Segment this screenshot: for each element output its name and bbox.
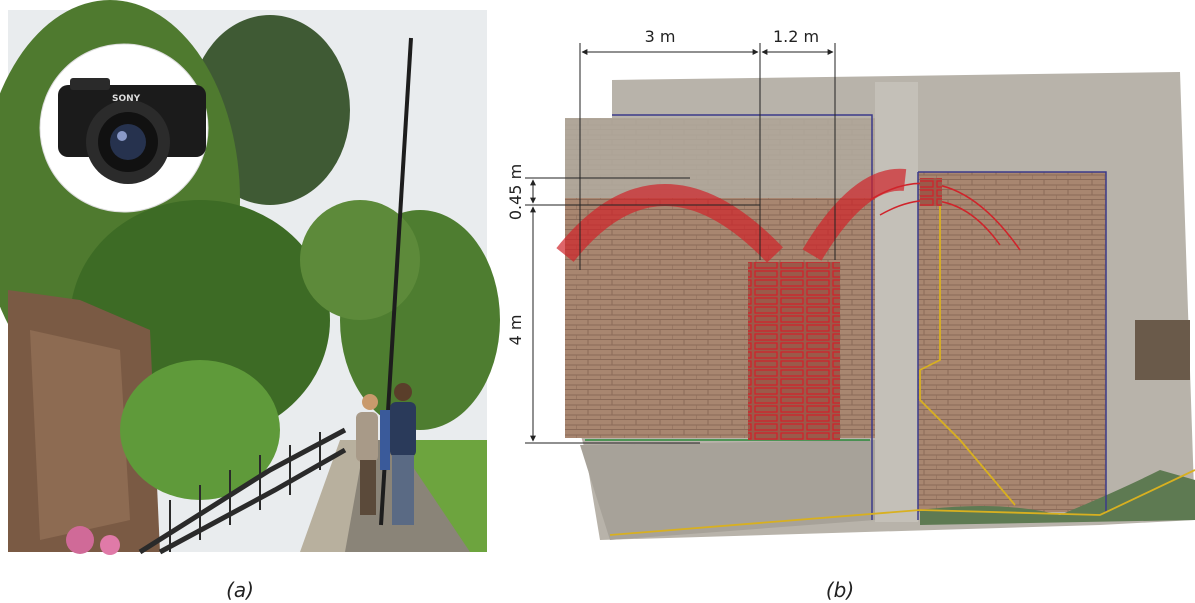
caption: (a) xyxy=(226,578,254,602)
figure: SONY 3 m 1.2 xyxy=(0,0,1195,603)
dimension-label: 1.2 m xyxy=(773,27,819,46)
dimension-label: 3 m xyxy=(645,27,676,46)
caption: (b) xyxy=(826,578,854,602)
dimension-label: 0.45 m xyxy=(506,164,525,220)
photo-a: SONY xyxy=(0,0,500,555)
camera-brand: SONY xyxy=(112,94,141,104)
photo-b xyxy=(565,72,1195,540)
dimension-label: 4 m xyxy=(506,315,525,346)
